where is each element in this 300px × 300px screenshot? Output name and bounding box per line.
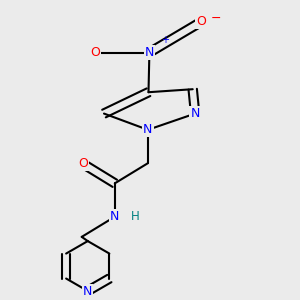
Text: −: − [211, 12, 221, 25]
Text: N: N [110, 210, 119, 223]
Text: O: O [78, 157, 88, 170]
Text: +: + [161, 35, 169, 45]
Text: N: N [145, 46, 154, 59]
Text: N: N [143, 123, 153, 136]
Text: H: H [130, 210, 139, 223]
Text: O: O [196, 15, 206, 28]
Text: O: O [90, 46, 100, 59]
Text: N: N [190, 107, 200, 120]
Text: N: N [83, 284, 92, 298]
